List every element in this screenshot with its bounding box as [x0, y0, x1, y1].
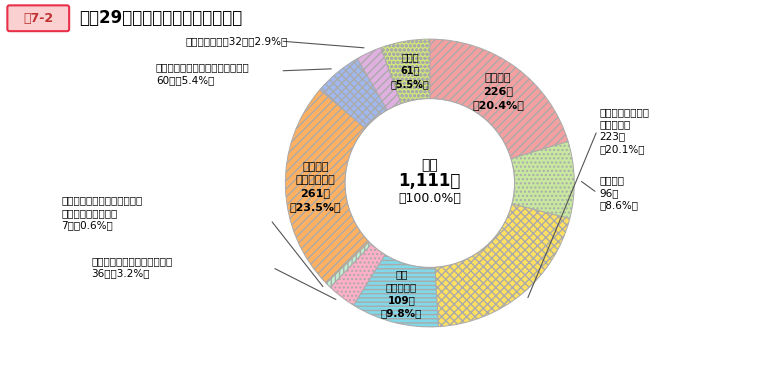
Text: 1,111件: 1,111件 — [399, 172, 461, 190]
Text: 人事評価関係　32件（2.9%）: 人事評価関係 32件（2.9%） — [185, 36, 288, 46]
Text: 任用関係
226件
（20.4%）: 任用関係 226件 （20.4%） — [472, 73, 524, 110]
Wedge shape — [326, 242, 372, 287]
Text: セクシュアル・ハラスメント
36件（3.2%）: セクシュアル・ハラスメント 36件（3.2%） — [91, 256, 173, 279]
Wedge shape — [381, 39, 430, 104]
Text: 総計: 総計 — [422, 158, 439, 172]
Wedge shape — [511, 141, 575, 219]
FancyBboxPatch shape — [8, 6, 69, 31]
Wedge shape — [285, 90, 369, 283]
Wedge shape — [430, 39, 568, 159]
Text: 勤務時間、休暇、
服務等関係
223件
（20.1%）: 勤務時間、休暇、 服務等関係 223件 （20.1%） — [599, 107, 649, 154]
Text: その他
61件
（5.5%）: その他 61件 （5.5%） — [391, 52, 429, 89]
Text: 平成29年度苦情相談の内容別件数: 平成29年度苦情相談の内容別件数 — [79, 9, 242, 27]
Text: パワー・
ハラスメント
261件
（23.5%）: パワー・ ハラスメント 261件 （23.5%） — [290, 162, 341, 212]
Circle shape — [346, 100, 514, 266]
Text: 健康
安全等関係
109件
（9.8%）: 健康 安全等関係 109件 （9.8%） — [381, 269, 423, 318]
Text: 給与関係
96件
（8.6%）: 給与関係 96件 （8.6%） — [599, 176, 638, 210]
Wedge shape — [353, 255, 439, 327]
Wedge shape — [320, 59, 388, 128]
Text: パワハラ以外のいじめ・嫌がらせ
60件（5.4%）: パワハラ以外のいじめ・嫌がらせ 60件（5.4%） — [156, 63, 249, 85]
Wedge shape — [435, 204, 570, 327]
Text: 図7-2: 図7-2 — [24, 12, 53, 25]
Text: 妊娠、出産、育児又は介護に
関するハラスメント
7件（0.6%）: 妊娠、出産、育児又は介護に 関するハラスメント 7件（0.6%） — [61, 195, 142, 230]
Wedge shape — [331, 244, 385, 305]
Text: （100.0%）: （100.0%） — [398, 192, 461, 205]
Wedge shape — [357, 47, 401, 110]
